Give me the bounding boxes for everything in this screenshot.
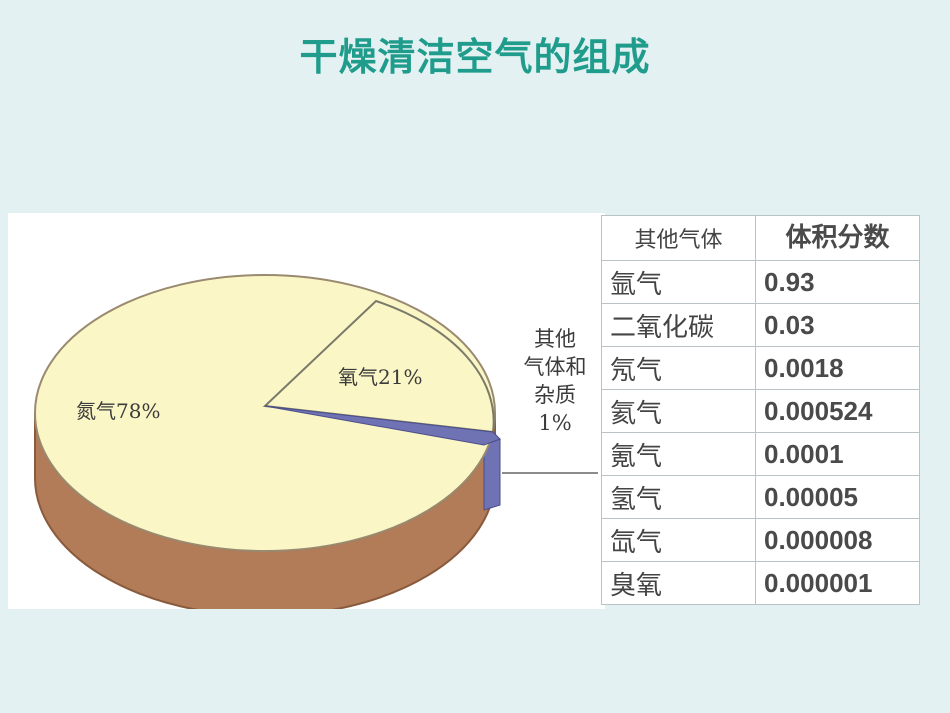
gas-value: 0.00005	[755, 475, 920, 519]
oxygen-label: 氧气21%	[338, 365, 423, 389]
gas-name: 氦气	[601, 389, 756, 433]
pie-chart-3d	[34, 274, 598, 609]
table-row: 臭氧 0.000001	[601, 561, 920, 605]
gas-name: 氪气	[601, 432, 756, 476]
gas-name: 氖气	[601, 346, 756, 390]
table-row: 二氧化碳 0.03	[601, 303, 920, 347]
pie-slice-oxygen	[262, 299, 495, 434]
gas-name: 氙气	[601, 518, 756, 562]
table-row: 氖气 0.0018	[601, 346, 920, 390]
header-gas-name: 其他气体	[601, 215, 756, 261]
nitrogen-label: 氮气78%	[76, 399, 161, 423]
page-title: 干燥清洁空气的组成	[299, 35, 651, 79]
gas-name: 二氧化碳	[601, 303, 756, 347]
gas-value: 0.03	[755, 303, 920, 347]
other-gases-table: 其他气体 体积分数 氩气 0.93 二氧化碳 0.03 氖气 0.0018 氦气…	[601, 215, 920, 605]
gas-name: 氩气	[601, 260, 756, 304]
gas-value: 0.93	[755, 260, 920, 304]
table-row: 氦气 0.000524	[601, 389, 920, 433]
other-label-line: 气体和	[523, 355, 587, 379]
other-label-line: 杂质	[534, 383, 576, 407]
gas-value: 0.000524	[755, 389, 920, 433]
other-gases-label: 其他 气体和 杂质 1%	[510, 325, 600, 437]
gas-name: 臭氧	[601, 561, 756, 605]
table-row: 氩气 0.93	[601, 260, 920, 304]
gas-value: 0.000008	[755, 518, 920, 562]
pie-slice-other	[264, 405, 501, 446]
gas-name: 氢气	[601, 475, 756, 519]
air-composition-pie-figure: 氮气78% 氧气21% 其他 气体和 杂质 1%	[8, 213, 605, 609]
table-row: 氪气 0.0001	[601, 432, 920, 476]
table-row: 氢气 0.00005	[601, 475, 920, 519]
gas-value: 0.0001	[755, 432, 920, 476]
gas-value: 0.000001	[755, 561, 920, 605]
other-label-line: 其他	[534, 327, 576, 351]
table-row: 氙气 0.000008	[601, 518, 920, 562]
other-label-line: 1%	[538, 411, 572, 435]
header-volume-fraction: 体积分数	[755, 215, 920, 261]
table-header-row: 其他气体 体积分数	[601, 215, 920, 261]
gas-value: 0.0018	[755, 346, 920, 390]
